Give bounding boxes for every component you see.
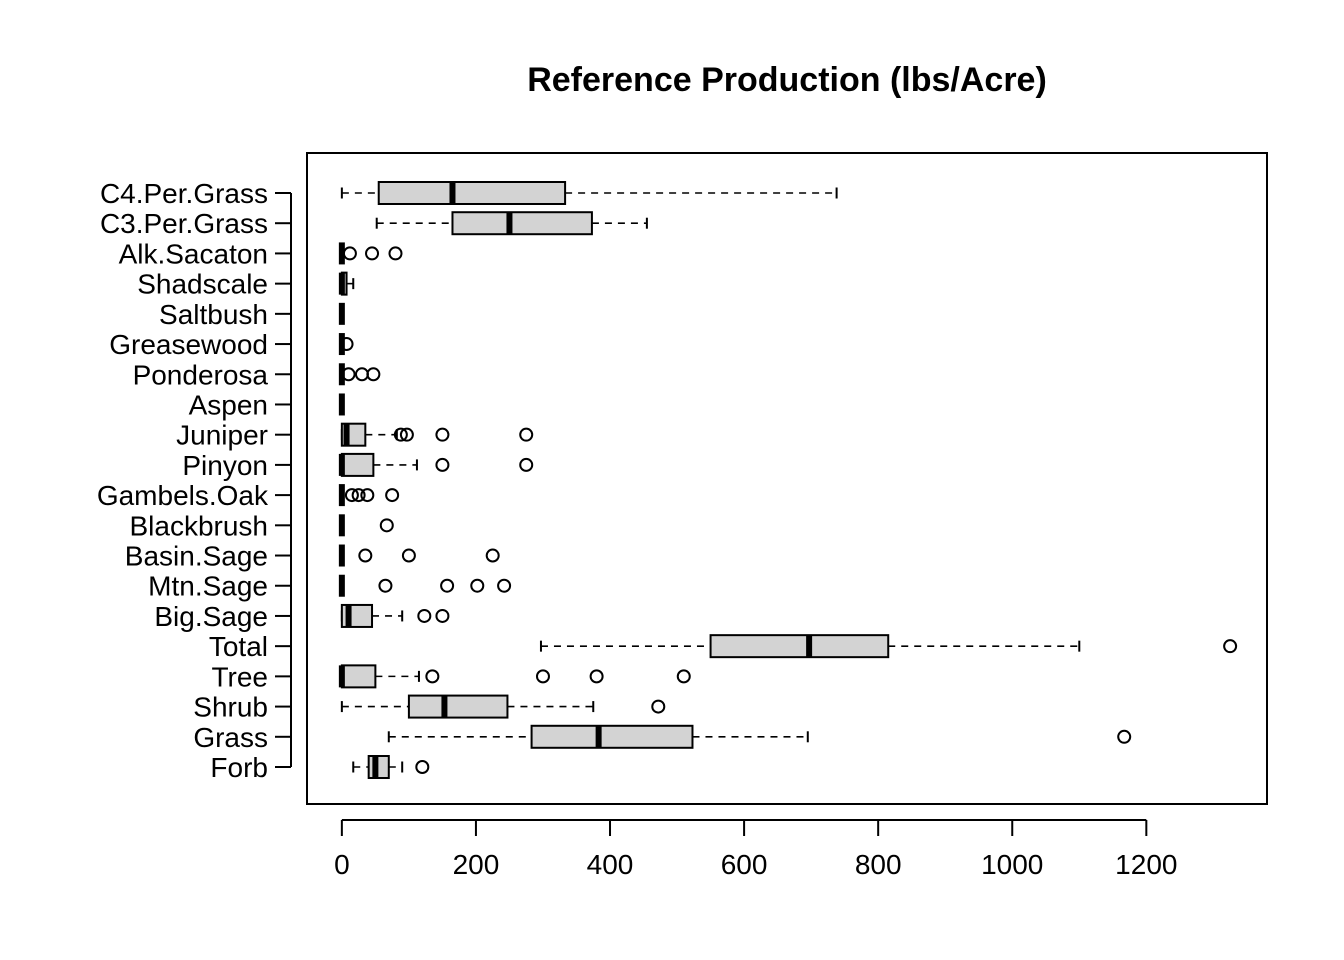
outlier-point	[365, 246, 380, 261]
category-label: Alk.Sacaton	[119, 238, 268, 269]
outlier-point	[485, 548, 500, 563]
x-tick-label: 1200	[1115, 849, 1177, 880]
category-label: Shrub	[193, 692, 268, 723]
category-label: Shadscale	[137, 269, 268, 300]
category-label: C4.Per.Grass	[100, 178, 268, 209]
box	[340, 452, 375, 477]
outlier-point	[351, 488, 366, 503]
outlier-point	[341, 367, 356, 382]
box	[407, 694, 509, 719]
outlier-point	[401, 548, 416, 563]
outlier-point	[470, 578, 485, 593]
outlier-point	[393, 427, 408, 442]
outlier-point	[1117, 729, 1132, 744]
box	[709, 634, 890, 659]
category-label: Tree	[211, 661, 268, 692]
outlier-point	[385, 488, 400, 503]
outlier-point	[440, 578, 455, 593]
outlier-point	[1223, 639, 1238, 654]
box	[451, 211, 593, 236]
outlier-point	[354, 367, 369, 382]
category-label: Mtn.Sage	[148, 571, 268, 602]
outlier-point	[378, 578, 393, 593]
outlier-point	[435, 457, 450, 472]
outlier-point	[651, 699, 666, 714]
outlier-point	[415, 760, 430, 774]
category-label: Aspen	[189, 389, 268, 420]
category-label: Grass	[193, 722, 268, 753]
x-tick-label: 200	[453, 849, 500, 880]
outlier-point	[399, 427, 414, 442]
category-label: Total	[209, 631, 268, 662]
category-label: Pinyon	[182, 450, 268, 481]
outlier-point	[519, 457, 534, 472]
category-label: Basin.Sage	[125, 541, 268, 572]
category-label: Gambels.Oak	[97, 480, 269, 511]
outlier-point	[589, 669, 604, 684]
outlier-point	[425, 669, 440, 684]
plot-frame	[306, 152, 1268, 805]
outlier-point	[339, 337, 354, 352]
box	[377, 181, 567, 205]
outlier-point	[535, 669, 550, 684]
outlier-point	[519, 427, 534, 442]
box	[530, 724, 694, 749]
category-label: Juniper	[176, 420, 268, 451]
outlier-point	[358, 548, 373, 563]
plot-layer: 0 200 400 600 800 1000 1200 ForbGrassShrubTreeT…	[97, 178, 1238, 880]
box	[340, 664, 377, 689]
x-tick-label: 0	[334, 849, 350, 880]
outlier-point	[497, 578, 512, 593]
outlier-point	[435, 608, 450, 623]
outlier-point	[435, 427, 450, 442]
x-tick-label: 400	[587, 849, 634, 880]
category-label: Ponderosa	[133, 359, 269, 390]
box	[367, 755, 390, 779]
outlier-point	[360, 488, 375, 503]
category-label: Big.Sage	[154, 601, 268, 632]
category-label: Saltbush	[159, 299, 268, 330]
x-tick-label: 800	[855, 849, 902, 880]
outlier-point	[379, 518, 394, 533]
category-label: Greasewood	[109, 329, 268, 360]
category-label: Blackbrush	[129, 510, 268, 541]
outlier-point	[676, 669, 691, 684]
outlier-point	[388, 246, 403, 261]
x-tick-label: 1000	[981, 849, 1043, 880]
outlier-point	[344, 488, 359, 503]
category-label: Forb	[210, 752, 268, 783]
outlier-point	[417, 608, 432, 623]
outlier-point	[342, 246, 357, 261]
category-label: C3.Per.Grass	[100, 208, 268, 239]
outlier-point	[366, 367, 381, 382]
x-tick-label: 600	[721, 849, 768, 880]
chart-title: Reference Production (lbs/Acre)	[527, 61, 1047, 99]
